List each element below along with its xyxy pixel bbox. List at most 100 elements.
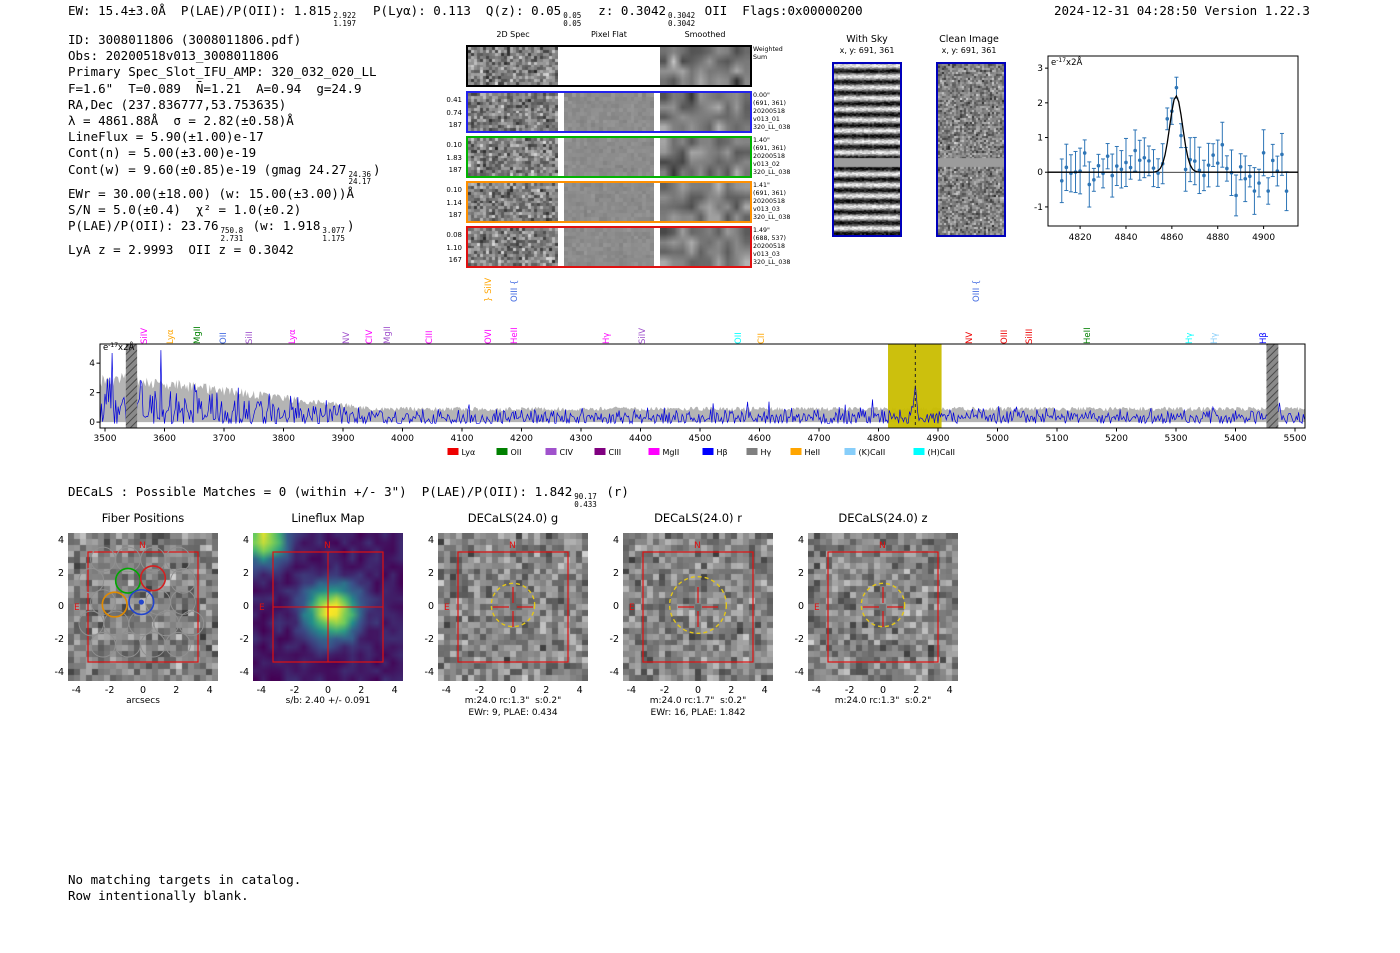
highlighted-fiber-circle <box>101 591 128 618</box>
y-tick-label: 4 <box>797 535 804 547</box>
y-tick-label: 0 <box>57 601 64 612</box>
smoothed-image <box>660 228 750 266</box>
decals_r-image <box>623 533 773 681</box>
spec2d-row-left-stats: 0.41 0.74 187 <box>446 96 462 129</box>
x-tick-label: -4 <box>626 685 637 696</box>
y-tick-label: -2 <box>794 633 804 645</box>
svg-text:0: 0 <box>89 418 95 428</box>
info-line: Primary Spec_Slot_IFU_AMP: 320_032_020_L… <box>68 64 381 80</box>
decals_g-image <box>438 533 588 681</box>
aperture-circle <box>860 582 906 628</box>
text-segment: ) <box>373 161 381 177</box>
clean-image-coords: x, y: 691, 361 <box>941 46 997 55</box>
text-segment: EWr = 30.00(±18.00) (w: 15.00(±3.00))Å <box>68 185 354 201</box>
emission-line-label: } SiIV <box>483 277 494 302</box>
smoothed-image <box>660 183 750 221</box>
text-segment: LyA z = 2.9993 OII z = 0.3042 <box>68 242 294 258</box>
info-line: F=1.6" T=0.089 N̄=1.21 A=0.94 g=24.9 <box>68 81 381 97</box>
svg-text:3800: 3800 <box>272 434 295 444</box>
col-header-pixelflat: Pixel Flat <box>591 30 627 39</box>
y-tick-label: 2 <box>612 568 619 580</box>
cutout-title-lineflux-map: Lineflux Map <box>291 511 365 525</box>
decals_z-overlay: NE <box>814 541 939 663</box>
compass-east-label: E <box>814 603 820 613</box>
svg-text:4900: 4900 <box>1252 233 1275 243</box>
text-segment: z: 0.3042 <box>583 3 667 18</box>
text-segment: Primary Spec_Slot_IFU_AMP: 320_032_020_L… <box>68 64 377 80</box>
y-tick-label: -2 <box>424 633 434 645</box>
svg-text:4860: 4860 <box>1160 233 1183 243</box>
fiber-circle <box>170 567 196 594</box>
svg-text:4200: 4200 <box>510 434 533 444</box>
info-line: Cont(w) = 9.60(±0.85)e-19 (gmag 24.27 24.… <box>68 162 381 186</box>
x-tick-label: 0 <box>509 685 517 696</box>
y-tick-label: 4 <box>242 535 249 547</box>
svg-text:1: 1 <box>1037 134 1043 144</box>
spec2d-row-left-stats: 0.10 1.83 187 <box>446 141 462 174</box>
text-segment: P(LAE)/P(OII): 23.76 <box>68 218 219 234</box>
text-segment: RA,Dec (237.836777,53.753635) <box>68 96 287 112</box>
compass-east-label: E <box>259 603 265 613</box>
info-line: P(LAE)/P(OII): 23.76 750.8 2.731 (w: 1.918… <box>68 218 381 242</box>
svg-text:4400: 4400 <box>629 434 652 444</box>
compass-north-label: N <box>509 541 516 551</box>
detection-info-block: ID: 3008011806 (3008011806.pdf) Obs: 2020… <box>68 32 381 258</box>
x-tick-label: 0 <box>324 685 332 696</box>
y-tick-label: 4 <box>612 535 619 547</box>
info-line: Obs: 20200518v013_3008011806 <box>68 48 381 64</box>
decals-z-caption-1: m:24.0 rc:1.3" s:0.2" <box>834 696 932 706</box>
svg-text:3700: 3700 <box>213 434 236 444</box>
svg-text:5500: 5500 <box>1284 434 1307 444</box>
svg-text:3500: 3500 <box>94 434 117 444</box>
aperture-circle <box>490 582 536 628</box>
spec2d-row-left-stats: 0.08 1.10 167 <box>446 231 462 264</box>
detection-centroid-dot <box>138 599 144 605</box>
footer-line-2: Row intentionally blank. <box>68 887 249 903</box>
legend-label: CIII <box>609 448 622 457</box>
text-segment: EW: 15.4±3.0Å P(LAE)/P(OII): 1.815 <box>68 3 332 18</box>
emission-line-label: OIII { <box>509 279 520 302</box>
super-sub-value: 2.922 1.197 <box>333 11 356 28</box>
legend-swatch <box>648 448 660 455</box>
gaussian-fit-curve <box>1048 94 1298 173</box>
extraction-box <box>642 551 754 663</box>
withsky-coords: x, y: 691, 361 <box>839 46 895 55</box>
spec2d-row-right-meta: 1.40" (691, 361) 20200518 v013_02 320_LL_038 <box>753 137 791 176</box>
compass-north-label: N <box>139 541 146 551</box>
fiber-circle <box>90 546 116 573</box>
header-summary: EW: 15.4±3.0Å P(LAE)/P(OII): 1.815 2.922 1… <box>68 3 863 27</box>
y-tick-label: 2 <box>242 568 249 580</box>
pixelflat-image <box>564 183 654 221</box>
super-sub-value: 90.17 0.433 <box>574 492 597 509</box>
decals-match-summary: DECaLS : Possible Matches = 0 (within +/… <box>68 484 629 508</box>
info-line: λ = 4861.88Å σ = 2.82(±0.58)Å <box>68 113 381 129</box>
legend-label: Lyα <box>462 448 476 457</box>
x-tick-label: 2 <box>913 685 920 696</box>
text-segment: OII Flags:0x00000200 <box>697 3 863 18</box>
spec2d-row-right-meta: 0.00" (691, 361) 20200518 v013_01 320_LL_038 <box>753 92 791 131</box>
spec2d-image <box>468 183 558 221</box>
spec2d-row-left-stats: 0.10 1.14 187 <box>446 186 462 219</box>
super-sub-value: 750.8 2.731 <box>220 226 244 243</box>
svg-text:5200: 5200 <box>1105 434 1128 444</box>
fiber-circle <box>165 631 191 658</box>
x-tick-label: 4 <box>946 685 953 696</box>
withsky-image <box>832 62 902 237</box>
legend-label: OII <box>511 448 522 457</box>
legend-label: MgII <box>663 448 680 457</box>
x-tick-label: 2 <box>358 685 365 696</box>
svg-text:4820: 4820 <box>1069 233 1092 243</box>
y-tick-label: -4 <box>54 666 64 678</box>
decals_g-overlay: NE <box>444 541 569 663</box>
decals_z-image <box>808 533 958 681</box>
compass-east-label: E <box>444 603 450 613</box>
spec2d-row-4 <box>466 226 752 268</box>
fiber-circle <box>115 631 141 658</box>
cutout-title-fiber-positions: Fiber Positions <box>101 511 185 525</box>
text-segment: LineFlux = 5.90(±1.00)e-17 <box>68 129 264 145</box>
y-tick-label: 0 <box>427 601 434 612</box>
svg-text:4500: 4500 <box>689 434 712 444</box>
text-segment: Cont(w) = 9.60(±0.85)e-19 (gmag 24.27 <box>68 161 347 177</box>
legend-label: Hβ <box>717 448 728 457</box>
